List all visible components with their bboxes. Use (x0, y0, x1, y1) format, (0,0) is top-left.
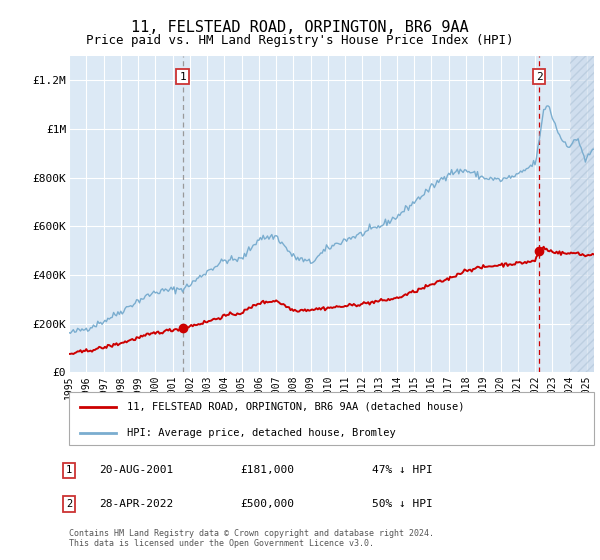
Text: Price paid vs. HM Land Registry's House Price Index (HPI): Price paid vs. HM Land Registry's House … (86, 34, 514, 46)
Text: £500,000: £500,000 (240, 499, 294, 509)
Text: 20-AUG-2001: 20-AUG-2001 (99, 465, 173, 475)
Text: Contains HM Land Registry data © Crown copyright and database right 2024.
This d: Contains HM Land Registry data © Crown c… (69, 529, 434, 548)
Text: £181,000: £181,000 (240, 465, 294, 475)
Bar (569, 56, 594, 372)
Text: 2: 2 (66, 499, 72, 509)
Text: 1: 1 (179, 72, 186, 82)
FancyBboxPatch shape (69, 392, 594, 445)
Text: 1: 1 (66, 465, 72, 475)
Text: 28-APR-2022: 28-APR-2022 (99, 499, 173, 509)
Text: 11, FELSTEAD ROAD, ORPINGTON, BR6 9AA: 11, FELSTEAD ROAD, ORPINGTON, BR6 9AA (131, 20, 469, 35)
Text: 2: 2 (536, 72, 543, 82)
Text: 11, FELSTEAD ROAD, ORPINGTON, BR6 9AA (detached house): 11, FELSTEAD ROAD, ORPINGTON, BR6 9AA (d… (127, 402, 464, 412)
Text: 47% ↓ HPI: 47% ↓ HPI (372, 465, 433, 475)
Text: 50% ↓ HPI: 50% ↓ HPI (372, 499, 433, 509)
Text: HPI: Average price, detached house, Bromley: HPI: Average price, detached house, Brom… (127, 428, 395, 438)
